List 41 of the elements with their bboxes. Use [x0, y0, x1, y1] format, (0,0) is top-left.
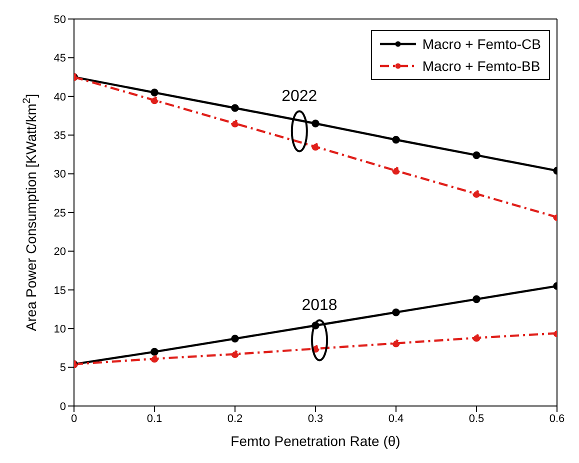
annotation: 2022 [282, 88, 318, 106]
point [312, 120, 320, 128]
y-tick-label: 15 [54, 284, 66, 297]
x-tick-label: 0.1 [146, 412, 162, 425]
point [392, 308, 400, 316]
x-tick-label: 0.2 [227, 412, 243, 425]
y-tick-label: 0 [60, 400, 66, 413]
legend-label: Macro + Femto-BB [422, 57, 540, 76]
point [150, 348, 158, 356]
x-tick-label: 0.3 [308, 412, 324, 425]
point [231, 334, 239, 343]
y-tick-label: 5 [60, 362, 66, 374]
y-tick-label: 20 [54, 246, 66, 258]
x-tick-label: 0.4 [388, 412, 404, 425]
point [150, 354, 158, 363]
y-tick-label: 45 [54, 52, 66, 65]
y-tick-label: 30 [54, 168, 66, 181]
point [472, 151, 480, 160]
y-tick-label: 40 [54, 91, 66, 104]
y-tick-label: 25 [54, 207, 66, 220]
point [392, 166, 400, 175]
point [150, 96, 158, 104]
point [231, 120, 239, 128]
x-tick-label: 0.5 [468, 412, 484, 425]
point [392, 339, 400, 348]
point [472, 334, 480, 342]
point [231, 104, 239, 112]
y-tick-label: 35 [54, 130, 66, 142]
x-tick-label: 0 [70, 412, 78, 425]
annotation: 2018 [302, 297, 338, 314]
point [231, 350, 239, 358]
y-tick-label: 10 [54, 324, 66, 336]
y-tick-label: 50 [54, 14, 66, 26]
point [472, 295, 480, 304]
point [150, 88, 158, 96]
point [472, 190, 480, 198]
legend-label: Macro + Femto-CB [422, 35, 541, 54]
point [392, 136, 400, 144]
x-axis-title: Femto Penetration Rate (θ) [230, 433, 400, 449]
x-tick-label: 0.6 [549, 412, 565, 425]
point [312, 142, 320, 151]
